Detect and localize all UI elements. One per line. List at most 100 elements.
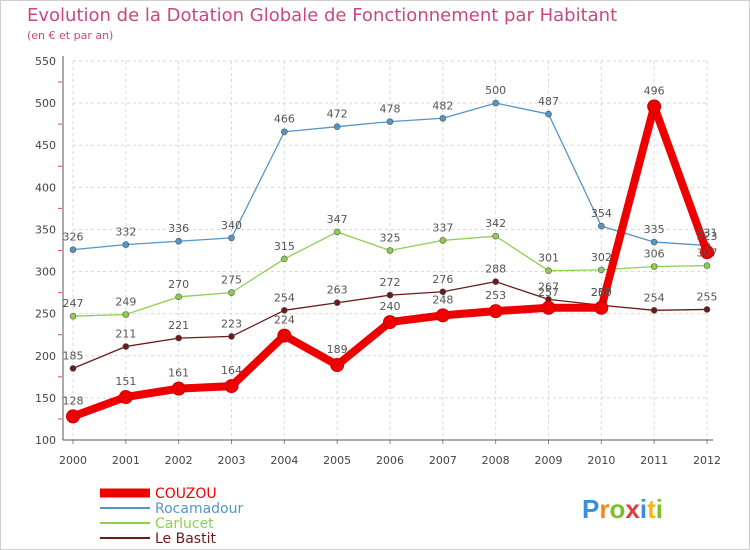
point-le-bastit: [439, 288, 447, 296]
point-rocamadour: [650, 238, 658, 246]
data-label-carlucet: 247: [63, 297, 84, 310]
point-couzou: [488, 304, 503, 319]
point-carlucet: [69, 312, 77, 320]
point-le-bastit: [175, 334, 182, 342]
data-label-couzou: 164: [221, 364, 242, 377]
data-label-couzou: 496: [644, 84, 665, 97]
point-carlucet: [598, 266, 605, 274]
data-label-couzou: 248: [432, 293, 453, 306]
data-label-couzou: 189: [327, 343, 348, 356]
point-couzou: [66, 409, 80, 424]
legend: COUZOU Rocamadour Carlucet Le Bastit: [100, 486, 243, 547]
series-group: [66, 99, 714, 424]
point-rocamadour: [492, 99, 499, 107]
point-carlucet: [492, 232, 499, 240]
point-couzou: [330, 358, 345, 373]
point-carlucet: [175, 293, 182, 301]
data-label-carlucet: 306: [644, 248, 665, 261]
logo-letter: x: [625, 494, 640, 524]
data-label-couzou: 253: [485, 289, 506, 302]
logo-letter: P: [582, 494, 599, 524]
data-label-carlucet: 325: [380, 232, 401, 245]
data-label-rocamadour: 335: [644, 223, 665, 236]
point-rocamadour: [69, 246, 77, 253]
point-le-bastit: [703, 306, 711, 313]
point-carlucet: [703, 262, 711, 269]
data-label-carlucet: 275: [221, 274, 242, 287]
point-carlucet: [545, 267, 552, 275]
y-tick-label: 250: [35, 308, 56, 321]
chart-subtitle: (en € et par an): [27, 29, 113, 42]
x-tick-label: 2009: [535, 454, 563, 467]
point-carlucet: [439, 237, 447, 244]
x-tick-label: 2012: [693, 454, 721, 467]
point-couzou: [541, 300, 556, 315]
data-label-le-bastit: 288: [485, 263, 506, 276]
point-rocamadour: [122, 241, 130, 248]
data-label-le-bastit: 254: [274, 291, 295, 304]
data-label-rocamadour: 500: [485, 84, 506, 97]
point-carlucet: [228, 289, 235, 296]
data-label-rocamadour: 340: [221, 219, 242, 232]
data-label-rocamadour: 331: [697, 226, 718, 239]
point-couzou: [171, 381, 186, 396]
chart-title: Evolution de la Dotation Globale de Fonc…: [27, 5, 617, 26]
point-le-bastit: [386, 291, 394, 299]
point-le-bastit: [650, 306, 658, 314]
logo-letter: i: [640, 494, 647, 524]
data-label-rocamadour: 354: [591, 207, 612, 220]
data-label-rocamadour: 478: [380, 103, 401, 116]
data-label-le-bastit: 185: [63, 349, 84, 362]
data-labels: 185 211 221 223 254 263 272 276 288 267 260 254 255 2…: [63, 84, 718, 407]
data-label-rocamadour: 332: [115, 226, 136, 239]
point-rocamadour: [386, 118, 394, 125]
data-label-rocamadour: 482: [432, 99, 453, 112]
point-couzou: [383, 315, 397, 330]
point-carlucet: [386, 247, 394, 254]
point-couzou: [647, 99, 662, 114]
point-couzou: [700, 245, 714, 260]
data-label-carlucet: 315: [274, 240, 295, 253]
point-rocamadour: [333, 123, 341, 130]
point-carlucet: [122, 311, 130, 318]
logo-letter: i: [656, 494, 663, 524]
x-tick-label: 2010: [587, 454, 615, 467]
point-rocamadour: [545, 110, 552, 118]
point-le-bastit: [122, 343, 130, 350]
data-label-le-bastit: 260: [591, 286, 612, 299]
point-couzou: [224, 379, 239, 394]
x-tick-label: 2011: [640, 454, 668, 467]
data-label-couzou: 161: [168, 367, 189, 380]
y-tick-label: 350: [35, 223, 56, 236]
data-label-le-bastit: 223: [221, 317, 242, 330]
data-label-couzou: 240: [380, 300, 401, 313]
data-label-couzou: 128: [63, 394, 84, 407]
x-tick-label: 2006: [376, 454, 404, 467]
y-tick-label: 400: [35, 181, 56, 194]
data-label-le-bastit: 211: [115, 328, 136, 341]
point-le-bastit: [333, 299, 341, 307]
x-tick-label: 2002: [165, 454, 193, 467]
data-label-rocamadour: 466: [274, 113, 295, 126]
point-carlucet: [333, 228, 341, 236]
data-label-le-bastit: 221: [168, 319, 189, 332]
point-rocamadour: [439, 114, 447, 122]
point-carlucet: [281, 255, 288, 263]
proxiti-logo: Proxiti: [582, 494, 663, 524]
data-label-carlucet: 301: [538, 252, 559, 265]
y-tick-label: 150: [35, 392, 56, 405]
point-le-bastit: [281, 306, 288, 314]
point-couzou: [594, 300, 609, 315]
y-tick-label: 100: [35, 434, 56, 447]
legend-label-couzou: COUZOU: [155, 486, 217, 502]
data-label-le-bastit: 267: [538, 280, 559, 293]
data-label-carlucet: 342: [485, 217, 506, 230]
point-rocamadour: [175, 237, 182, 245]
data-label-le-bastit: 276: [432, 273, 453, 286]
data-label-rocamadour: 472: [327, 108, 348, 121]
data-label-couzou: 224: [274, 314, 295, 327]
x-tick-label: 2003: [218, 454, 246, 467]
point-le-bastit: [228, 333, 235, 340]
logo-letter: t: [647, 494, 656, 524]
